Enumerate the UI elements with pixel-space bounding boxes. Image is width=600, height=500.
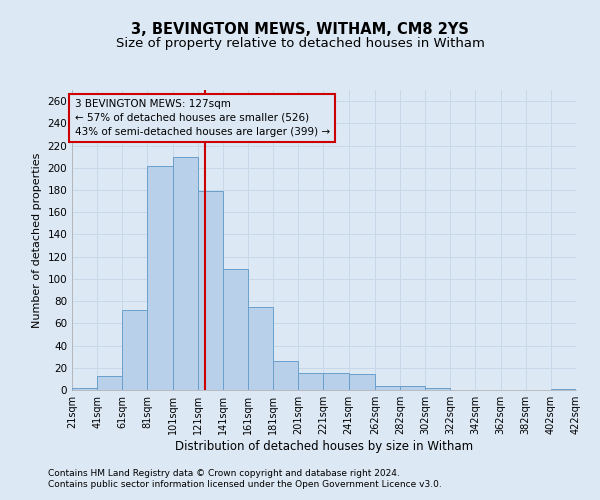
Bar <box>97 376 122 390</box>
Bar <box>425 388 451 390</box>
Bar <box>273 361 298 390</box>
Bar <box>173 156 197 390</box>
Y-axis label: Number of detached properties: Number of detached properties <box>32 152 42 328</box>
Bar <box>349 374 375 390</box>
Text: 3 BEVINGTON MEWS: 127sqm
← 57% of detached houses are smaller (526)
43% of semi-: 3 BEVINGTON MEWS: 127sqm ← 57% of detach… <box>74 99 329 137</box>
Text: 3, BEVINGTON MEWS, WITHAM, CM8 2YS: 3, BEVINGTON MEWS, WITHAM, CM8 2YS <box>131 22 469 38</box>
Text: Size of property relative to detached houses in Witham: Size of property relative to detached ho… <box>116 38 484 51</box>
Bar <box>148 166 173 390</box>
Bar <box>323 374 349 390</box>
Bar <box>400 386 425 390</box>
Bar <box>248 306 273 390</box>
Bar <box>551 389 576 390</box>
Bar <box>298 374 323 390</box>
Text: Contains HM Land Registry data © Crown copyright and database right 2024.: Contains HM Land Registry data © Crown c… <box>48 468 400 477</box>
Bar <box>375 386 400 390</box>
Text: Contains public sector information licensed under the Open Government Licence v3: Contains public sector information licen… <box>48 480 442 489</box>
Bar <box>72 388 97 390</box>
Bar <box>122 310 148 390</box>
X-axis label: Distribution of detached houses by size in Witham: Distribution of detached houses by size … <box>175 440 473 453</box>
Bar <box>223 269 248 390</box>
Bar <box>197 191 223 390</box>
